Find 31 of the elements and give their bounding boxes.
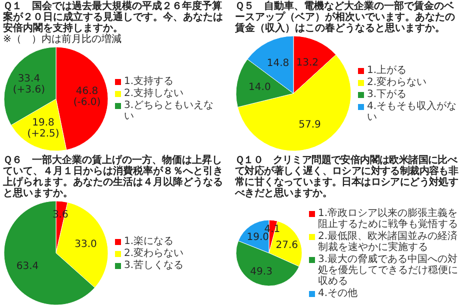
legend-label: 2.支持しない xyxy=(124,88,184,99)
legend-label: 3.苦しくなる xyxy=(124,260,184,270)
data-label: 57.9 xyxy=(298,119,321,130)
legend-label: 2.変わらない xyxy=(367,76,427,88)
chart-title: Ｑ１ 国会では過去最大規模の平成２６年度予算案が２０日に成立する見通しです。今、あなたは安倍内閣を支持しますか。 xyxy=(3,1,224,34)
data-label: 14.8 xyxy=(266,58,290,70)
legend-label: 1.楽になる xyxy=(124,236,174,246)
legend-label: 2.最低限、欧米諸国並みの経済制裁を速やかに実施する xyxy=(318,230,459,252)
data-label: 49.3 xyxy=(250,266,272,278)
legend-label: 2.変わらない xyxy=(124,248,184,258)
legend-label: 1.支持する xyxy=(124,76,174,87)
legend-label: 4.そもそも収入がない xyxy=(367,100,458,122)
chart-title: Ｑ６ 一部大企業の賃上げの一方、物価は上昇していて、４月１日からは消費税率が８％へと引き上げられます。あなたの生活は４月以降どうなると思いますか。 xyxy=(3,155,224,199)
chart-title: Ｑ５ 自動車、電機など大企業の一部で賃金のベースアップ（ベア）が相次いでいます。あなたの賃金（収入）はこの春どうなると思いますか。 xyxy=(235,1,456,34)
legend-label: 1.上がる xyxy=(367,64,407,76)
legend-label: 3.最大の脅威である中国への対処を優先してできるだけ穏便に収める xyxy=(318,254,459,286)
legend-label: 3.どちらともいえない xyxy=(124,100,215,122)
data-label: 13.2 xyxy=(296,57,319,68)
data-label: 19.0 xyxy=(246,232,270,244)
text: ※（ ）内は前月比の増減 xyxy=(3,34,122,45)
data-label: 63.4 xyxy=(16,261,39,272)
legend-label: 4.その他 xyxy=(318,288,358,298)
data-label: 46.8 (-6.0) xyxy=(73,86,101,108)
data-label: 33.0 xyxy=(74,239,97,250)
legend-label: 3.下がる xyxy=(367,88,407,100)
chart-title: Ｑ１０ クリミア問題で安倍内閣は欧米諸国に比べて対応が著しく遅く、ロシアに対する制裁内容も非常に甘くなっています。日本はロシアにどう対処すべきだと思いますか。 xyxy=(235,155,460,199)
data-label: 19.8 (+2.5) xyxy=(27,117,60,140)
data-label: 33.4 (+3.6) xyxy=(12,73,46,96)
data-label: 27.6 xyxy=(276,240,298,251)
legend-label: 1.帝政ロシア以来の膨張主義を阻止するために戦争も覚悟する xyxy=(318,208,459,230)
data-label: 14.0 xyxy=(248,82,271,94)
